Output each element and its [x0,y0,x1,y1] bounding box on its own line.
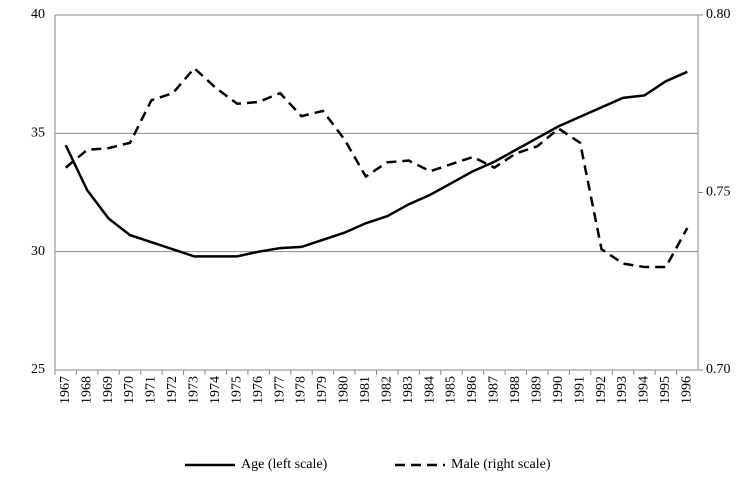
x-tick-label: 1996 [680,376,695,404]
y2-tick-label: 0.80 [706,7,731,22]
y-tick-label: 30 [31,244,45,259]
x-tick-label: 1975 [229,376,244,404]
x-tick-label: 1991 [572,376,587,404]
x-tick-label: 1995 [658,376,673,404]
x-tick-label: 1970 [122,376,137,404]
y2-tick-label: 0.70 [706,362,731,377]
x-tick-label: 1980 [337,376,352,404]
x-tick-label: 1982 [379,376,394,404]
legend-label: Male (right scale) [451,457,551,472]
x-tick-label: 1977 [272,376,287,404]
x-tick-label: 1990 [551,376,566,404]
x-tick-label: 1989 [529,376,544,404]
x-tick-label: 1979 [315,376,330,404]
y-tick-label: 25 [31,362,45,377]
x-tick-label: 1981 [358,376,373,404]
x-tick-label: 1984 [422,376,437,404]
series-line [64,66,689,269]
x-tick-label: 1967 [58,376,73,404]
x-tick-label: 1993 [615,376,630,404]
y-tick-label: 40 [31,7,45,22]
x-tick-label: 1969 [101,376,116,404]
x-tick-label: 1972 [165,376,180,404]
x-tick-label: 1983 [401,376,416,404]
series-line [64,70,688,258]
x-tick-label: 1988 [508,376,523,404]
x-tick-label: 1973 [187,376,202,404]
y-tick-label: 35 [31,126,45,141]
x-tick-label: 1987 [487,376,502,404]
x-tick-label: 1994 [637,376,652,404]
x-tick-label: 1986 [465,376,480,404]
y2-tick-label: 0.75 [706,185,731,200]
x-tick-label: 1968 [79,376,94,404]
legend-label: Age (left scale) [241,457,328,472]
x-tick-label: 1971 [144,376,159,404]
x-tick-label: 1974 [208,376,223,404]
x-tick-label: 1985 [444,376,459,404]
x-tick-label: 1978 [294,376,309,404]
x-tick-label: 1992 [594,376,609,404]
x-tick-label: 1976 [251,376,266,404]
